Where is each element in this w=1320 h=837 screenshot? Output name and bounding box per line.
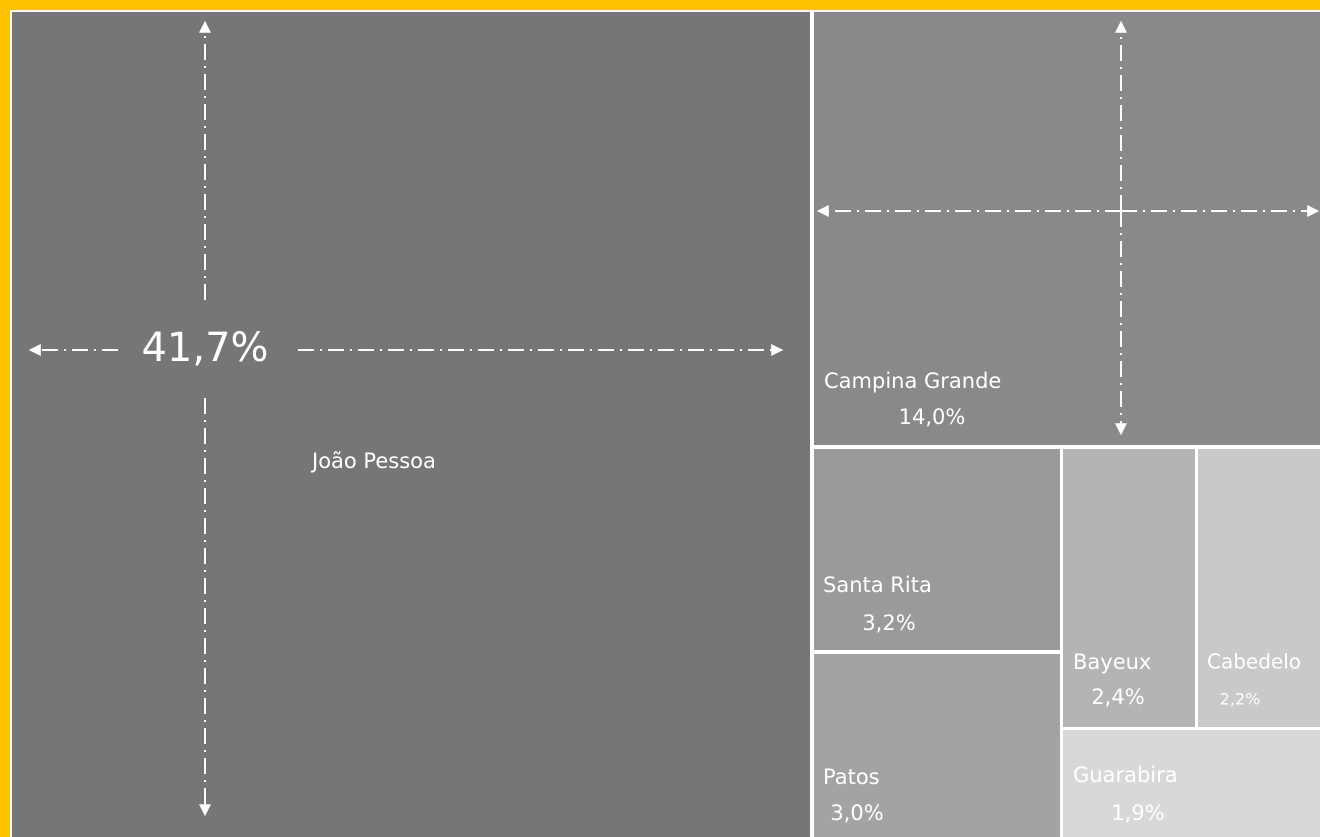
value-label: 41,7% <box>141 325 268 371</box>
category-label: Guarabira <box>1073 763 1178 787</box>
labels: João Pessoa 41,7% Campina Grande 14,0% Santa… <box>141 325 1301 825</box>
value-label: 3,2% <box>862 611 915 635</box>
decorative-arrows <box>28 20 1320 817</box>
tile <box>814 449 1060 650</box>
category-label: João Pessoa <box>310 449 436 473</box>
value-label: 2,2% <box>1220 690 1261 709</box>
value-label: 1,9% <box>1111 801 1164 825</box>
tile <box>1063 730 1320 837</box>
value-label: 14,0% <box>899 405 966 429</box>
category-label: Bayeux <box>1073 650 1151 674</box>
tile <box>12 12 810 837</box>
value-label: 3,0% <box>830 801 883 825</box>
category-label: Patos <box>823 765 880 789</box>
category-label: Campina Grande <box>824 369 1001 393</box>
tile <box>1198 449 1320 727</box>
tile <box>814 12 1320 445</box>
category-label: Santa Rita <box>823 573 932 597</box>
value-label: 2,4% <box>1091 685 1144 709</box>
tiles <box>12 12 1320 837</box>
category-label: Cabedelo <box>1207 650 1301 674</box>
tile <box>814 654 1060 837</box>
tile <box>1063 449 1195 727</box>
